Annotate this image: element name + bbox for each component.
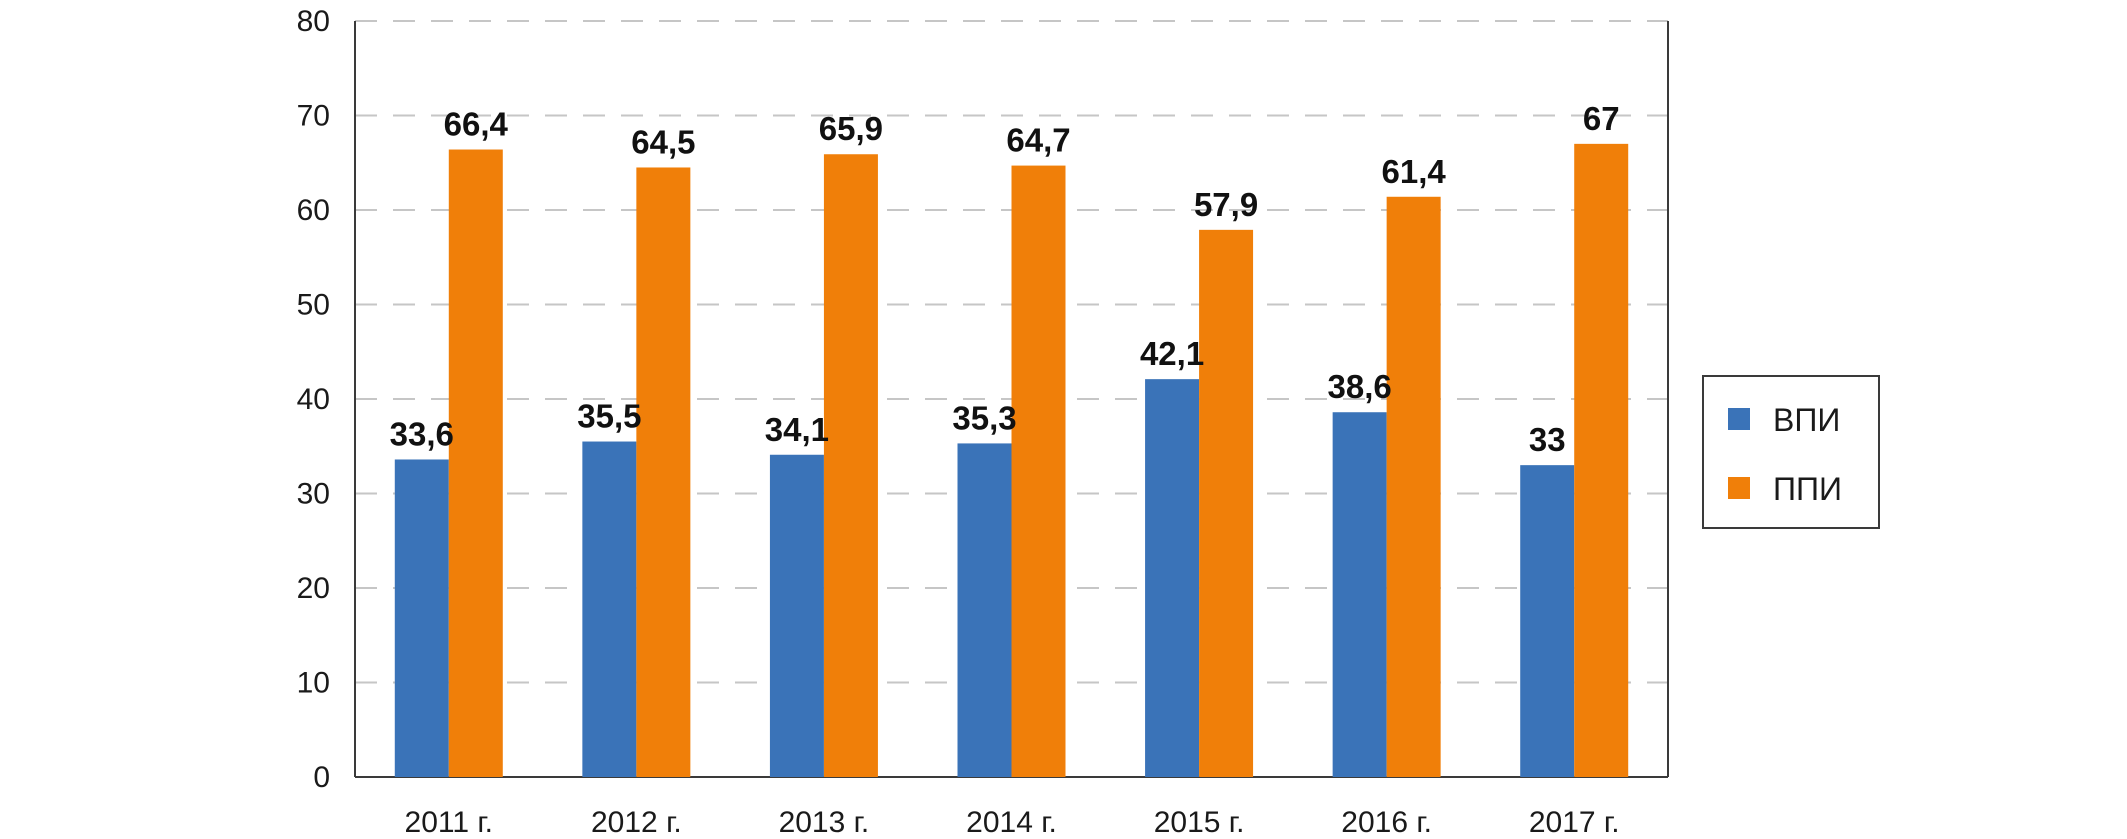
legend-label-ppi: ППИ [1773,471,1842,507]
bar-vpi [1520,465,1575,777]
y-tick-label: 70 [297,100,330,133]
y-tick-label: 10 [297,667,330,700]
data-label: 64,5 [631,123,695,160]
data-label: 65,9 [819,110,883,147]
bar-vpi [769,454,824,777]
data-label: 66,4 [444,106,509,143]
data-label: 67 [1583,100,1620,137]
bar-ppi [1574,143,1629,778]
legend-box [1702,375,1880,529]
x-tick-label: 2011 г. [405,806,493,839]
legend: ВПИ ППИ [1702,375,1880,529]
x-tick-label: 2016 г. [1341,806,1432,839]
x-tick-label: 2012 г. [591,806,682,839]
data-label: 61,4 [1382,153,1447,190]
x-tick-label: 2013 г. [779,806,870,839]
bar-ppi [1386,196,1441,777]
data-label: 35,3 [952,399,1016,436]
y-tick-label: 40 [297,383,330,416]
legend-label-vpi: ВПИ [1773,402,1840,438]
data-labels: 33,6 66,4 35,5 64,5 34,1 65,9 35,3 64,7 42,1 57,9… [390,100,1620,458]
bar-ppi [1011,165,1066,777]
data-label: 57,9 [1194,186,1258,223]
bar-vpi [1332,412,1387,777]
x-tick-label: 2015 г. [1154,806,1245,839]
data-label: 33 [1529,421,1566,458]
legend-swatch-vpi [1728,408,1750,430]
bar-vpi [1145,379,1200,777]
data-label: 34,1 [765,411,829,448]
y-tick-label: 50 [297,289,330,322]
bar-ppi [636,167,691,778]
bar-ppi [448,149,503,777]
y-tick-label: 80 [297,5,330,38]
y-tick-label: 20 [297,572,330,605]
bar-vpi [582,441,637,777]
data-label: 33,6 [390,415,454,452]
data-label: 42,1 [1140,335,1204,372]
axes: 0 10 20 30 40 50 60 70 80 2011 г. 2012 г. 2013 г. 20… [297,5,1669,839]
bar-vpi [957,443,1012,777]
x-tick-label: 2014 г. [966,806,1057,839]
data-label: 64,7 [1006,122,1070,159]
data-label: 38,6 [1328,368,1392,405]
bars [394,143,1629,778]
x-tick-label: 2017 г. [1529,806,1620,839]
bar-vpi [394,459,449,777]
y-tick-label: 30 [297,478,330,511]
data-label: 35,5 [577,398,641,435]
y-tick-label: 60 [297,194,330,227]
bar-ppi [823,154,878,777]
legend-swatch-ppi [1728,477,1750,499]
bar-ppi [1199,229,1254,778]
y-tick-label: 0 [313,761,330,794]
